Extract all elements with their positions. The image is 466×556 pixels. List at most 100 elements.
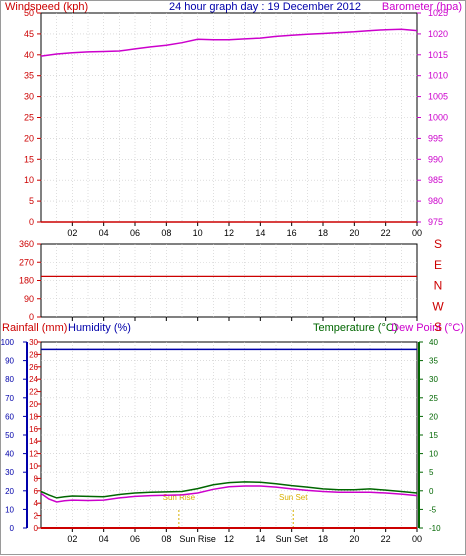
rain-tick-label: 24 <box>29 375 38 384</box>
x-tick-label: 14 <box>255 534 265 544</box>
rain-tick-label: 2 <box>34 512 39 521</box>
rain-tick-label: 28 <box>29 350 38 359</box>
windspeed-tick-label: 25 <box>24 113 34 123</box>
rain-tick-label: 12 <box>29 450 38 459</box>
windspeed-tick-label: 20 <box>24 133 34 143</box>
direction-tick-label: 270 <box>19 257 34 267</box>
x-tick-label: 08 <box>161 228 171 238</box>
rain-tick-label: 22 <box>29 388 38 397</box>
temperature-tick-label: 10 <box>429 450 438 459</box>
temperature-axis-label: Temperature (°C) <box>313 322 397 334</box>
humidity-tick-label: 20 <box>5 487 14 496</box>
humidity-tick-label: 50 <box>5 431 14 440</box>
humidity-axis-label: Humidity (%) <box>68 322 131 334</box>
barometer-tick-label: 990 <box>428 154 443 164</box>
dewpoint-axis-label: Dew Point (°C) <box>391 322 464 334</box>
sun-marker-label: Sun Rise <box>163 493 196 502</box>
x-tick-label: 20 <box>349 228 359 238</box>
barometer-axis-label: Barometer (hpa) <box>382 1 462 13</box>
x-tick-label: 02 <box>67 228 77 238</box>
temperature-line <box>40 481 418 499</box>
x-tick-label: 04 <box>99 534 109 544</box>
barometer-tick-label: 995 <box>428 133 443 143</box>
humidity-tick-label: 80 <box>5 375 14 384</box>
x-tick-label: 16 <box>287 228 297 238</box>
rain-tick-label: 26 <box>29 363 38 372</box>
temperature-tick-label: 20 <box>429 412 438 421</box>
rain-tick-label: 14 <box>29 437 38 446</box>
x-tick-label: 00 <box>412 534 422 544</box>
barometer-tick-label: 1000 <box>428 113 448 123</box>
barometer-tick-label: 1020 <box>428 29 448 39</box>
x-tick-label: Sun Rise <box>179 534 216 544</box>
windspeed-tick-label: 35 <box>24 71 34 81</box>
barometer-tick-label: 975 <box>428 217 443 227</box>
windspeed-tick-label: 50 <box>24 8 34 18</box>
x-tick-label: 10 <box>193 228 203 238</box>
barometer-tick-label: 1015 <box>428 50 448 60</box>
compass-label: W <box>432 299 444 313</box>
x-tick-label: 12 <box>224 534 234 544</box>
humidity-tick-label: 90 <box>5 357 14 366</box>
rain-tick-label: 20 <box>29 400 38 409</box>
rain-tick-label: 0 <box>34 524 39 533</box>
sun-marker-label: Sun Set <box>279 493 308 502</box>
humidity-tick-label: 0 <box>10 524 15 533</box>
compass-label: S <box>434 237 442 251</box>
humidity-tick-label: 60 <box>5 412 14 421</box>
rain-tick-label: 8 <box>34 474 39 483</box>
humidity-tick-label: 30 <box>5 468 14 477</box>
x-tick-label: 08 <box>161 534 171 544</box>
dewpoint-line <box>40 485 418 503</box>
direction-tick-label: 360 <box>19 239 34 249</box>
x-tick-label: 20 <box>349 534 359 544</box>
x-tick-label: 12 <box>224 228 234 238</box>
x-tick-label: 00 <box>412 228 422 238</box>
direction-tick-label: 90 <box>24 294 34 304</box>
barometer-tick-label: 980 <box>428 196 443 206</box>
rainfall-axis-label: Rainfall (mm) <box>2 322 67 334</box>
temperature-tick-label: 0 <box>429 487 434 496</box>
compass-label: S <box>434 320 442 334</box>
x-tick-label: Sun Set <box>276 534 309 544</box>
x-tick-label: 14 <box>255 228 265 238</box>
x-tick-label: 06 <box>130 534 140 544</box>
barometer-tick-label: 1005 <box>428 92 448 102</box>
barometer-tick-label: 1010 <box>428 71 448 81</box>
barometer-tick-label: 1025 <box>428 8 448 18</box>
humidity-tick-label: 70 <box>5 394 14 403</box>
rain-tick-label: 4 <box>34 499 39 508</box>
windspeed-tick-label: 5 <box>29 196 34 206</box>
temperature-tick-label: 30 <box>429 375 438 384</box>
temperature-tick-label: 5 <box>429 468 434 477</box>
x-tick-label: 02 <box>67 534 77 544</box>
barometer-line <box>40 28 418 57</box>
barometer-tick-label: 985 <box>428 175 443 185</box>
rain-tick-label: 30 <box>29 338 38 347</box>
humidity-tick-label: 100 <box>1 338 15 347</box>
rain-tick-label: 6 <box>34 487 39 496</box>
windspeed-axis-label: Windspeed (kph) <box>5 1 88 13</box>
temperature-tick-label: 15 <box>429 431 438 440</box>
temperature-tick-label: -5 <box>429 505 437 514</box>
direction-tick-label: 0 <box>29 312 34 322</box>
temperature-tick-label: 35 <box>429 357 438 366</box>
x-tick-label: 18 <box>318 228 328 238</box>
x-tick-label: 18 <box>318 534 328 544</box>
x-tick-label: 04 <box>99 228 109 238</box>
x-tick-label: 22 <box>381 228 391 238</box>
direction-tick-label: 180 <box>19 276 34 286</box>
windspeed-tick-label: 15 <box>24 154 34 164</box>
windspeed-tick-label: 10 <box>24 175 34 185</box>
humidity-tick-label: 10 <box>5 505 14 514</box>
compass-label: E <box>434 258 442 272</box>
x-tick-label: 06 <box>130 228 140 238</box>
compass-label: N <box>434 279 443 293</box>
x-tick-label: 22 <box>381 534 391 544</box>
temperature-tick-label: -10 <box>429 524 441 533</box>
windspeed-tick-label: 0 <box>29 217 34 227</box>
windspeed-tick-label: 45 <box>24 29 34 39</box>
windspeed-tick-label: 30 <box>24 92 34 102</box>
